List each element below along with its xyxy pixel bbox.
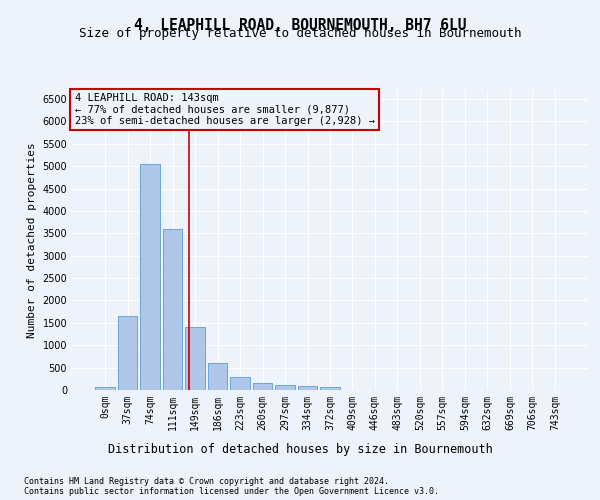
Text: 4 LEAPHILL ROAD: 143sqm
← 77% of detached houses are smaller (9,877)
23% of semi: 4 LEAPHILL ROAD: 143sqm ← 77% of detache… (74, 93, 374, 126)
Text: 4, LEAPHILL ROAD, BOURNEMOUTH, BH7 6LU: 4, LEAPHILL ROAD, BOURNEMOUTH, BH7 6LU (134, 18, 466, 32)
Bar (298, 386, 317, 390)
Bar (208, 362, 227, 390)
Bar (118, 316, 137, 390)
Bar (275, 385, 295, 390)
Y-axis label: Number of detached properties: Number of detached properties (27, 142, 37, 338)
Bar (320, 388, 340, 390)
Text: Contains public sector information licensed under the Open Government Licence v3: Contains public sector information licen… (24, 488, 439, 496)
Bar (253, 383, 272, 390)
Text: Contains HM Land Registry data © Crown copyright and database right 2024.: Contains HM Land Registry data © Crown c… (24, 478, 389, 486)
Bar (140, 164, 160, 390)
Bar (95, 386, 115, 390)
Text: Distribution of detached houses by size in Bournemouth: Distribution of detached houses by size … (107, 442, 493, 456)
Bar (163, 229, 182, 390)
Text: Size of property relative to detached houses in Bournemouth: Size of property relative to detached ho… (79, 28, 521, 40)
Bar (185, 328, 205, 390)
Bar (230, 377, 250, 390)
